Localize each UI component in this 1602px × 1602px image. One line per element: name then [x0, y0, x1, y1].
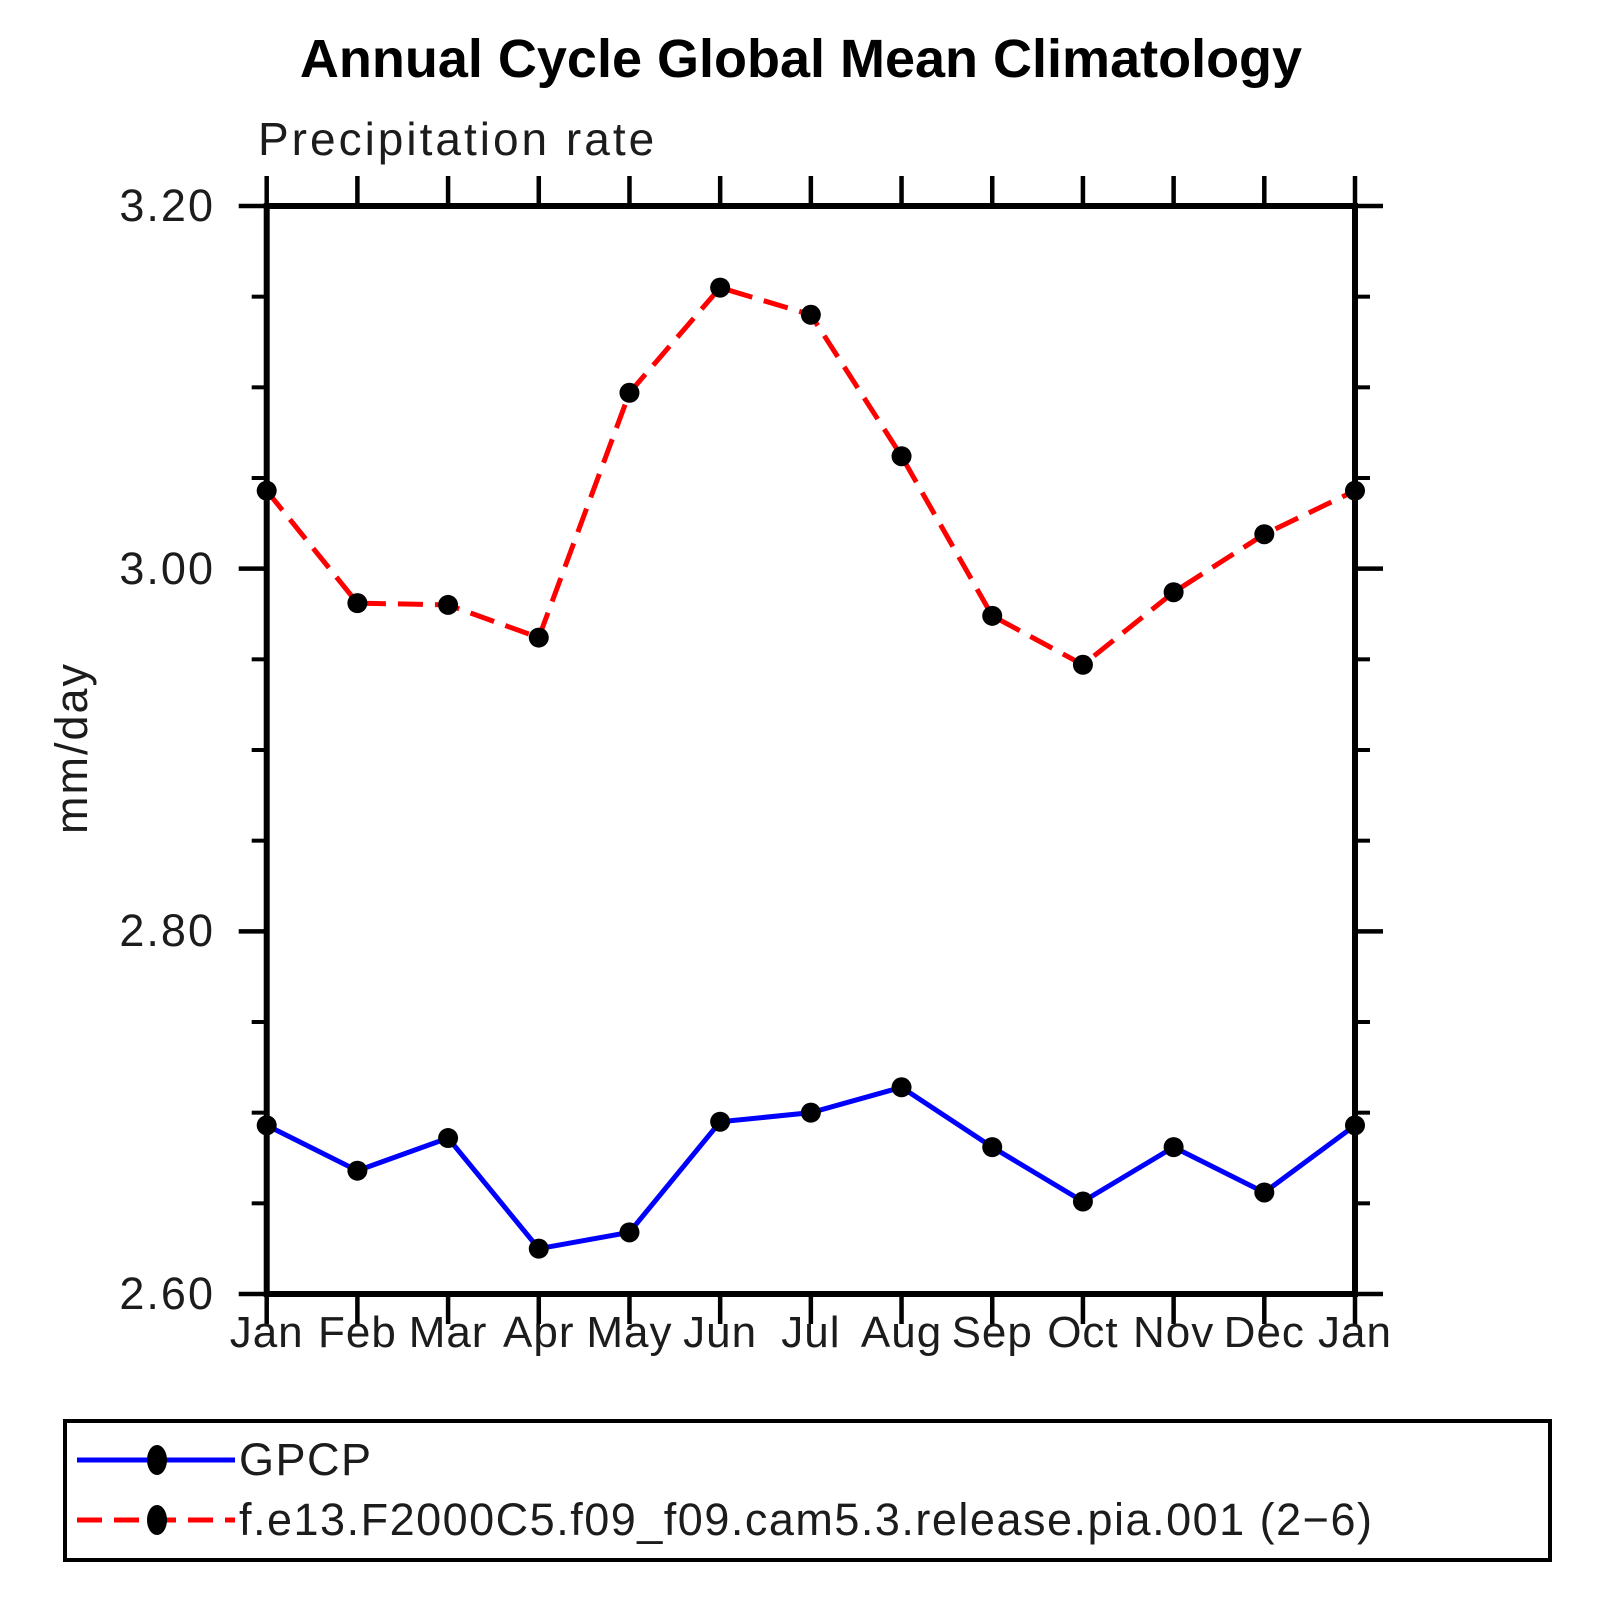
- data-point-marker: [528, 1238, 549, 1259]
- x-tick-label: Jan: [1318, 1308, 1392, 1357]
- x-tick-label: Nov: [1132, 1308, 1215, 1357]
- legend-item: GPCP: [75, 1433, 1544, 1487]
- x-tick-label: Jul: [781, 1308, 841, 1357]
- legend-marker: [147, 1445, 167, 1475]
- legend-item-label: f.e13.F2000C5.f09_f09.cam5.3.release.pia…: [239, 1494, 1374, 1545]
- data-point-marker: [1345, 1115, 1365, 1136]
- data-point-marker: [710, 1111, 731, 1132]
- data-point-marker: [1254, 1182, 1275, 1203]
- data-point-marker: [1345, 480, 1365, 501]
- x-tick-label: May: [586, 1308, 673, 1357]
- y-tick-label: 2.60: [119, 1268, 215, 1319]
- y-tick-label: 3.00: [119, 542, 215, 594]
- data-point-marker: [1072, 654, 1093, 675]
- data-point-marker: [1163, 1137, 1184, 1158]
- data-point-marker: [347, 593, 368, 614]
- data-point-marker: [982, 605, 1003, 626]
- legend-sample-line: [77, 1505, 235, 1535]
- data-point-marker: [528, 627, 549, 648]
- series-line: [264, 284, 1357, 668]
- data-point-marker: [347, 1160, 368, 1181]
- data-point-marker: [619, 1222, 640, 1243]
- x-tick-label: Jan: [229, 1308, 304, 1357]
- legend-item-label: GPCP: [239, 1434, 373, 1485]
- data-point-marker: [256, 480, 277, 501]
- x-tick-label: Feb: [317, 1308, 397, 1357]
- data-point-marker: [1254, 524, 1275, 545]
- chart-title: Annual Cycle Global Mean Climatology: [299, 29, 1303, 89]
- x-tick-label: Oct: [1047, 1308, 1119, 1357]
- x-tick-label: Apr: [503, 1308, 575, 1357]
- x-tick-label: Sep: [951, 1308, 1033, 1357]
- data-point-marker: [982, 1137, 1003, 1158]
- x-tick-label: Aug: [860, 1308, 943, 1357]
- data-point-marker: [619, 382, 640, 403]
- data-point-marker: [1072, 1191, 1093, 1212]
- legend: GPCP f.e13.F2000C5.f09_f09.cam5.3.release…: [63, 1419, 1552, 1562]
- data-point-marker: [891, 446, 912, 467]
- data-point-marker: [438, 1128, 459, 1149]
- legend-sample-line: [77, 1445, 235, 1475]
- data-point-marker: [1163, 582, 1184, 603]
- y-tick-label: 2.80: [119, 905, 215, 957]
- chart-subtitle: Precipitation rate: [258, 113, 658, 165]
- legend-item: f.e13.F2000C5.f09_f09.cam5.3.release.pia…: [75, 1493, 1544, 1547]
- data-point-marker: [256, 1115, 277, 1136]
- x-tick-label: Mar: [408, 1308, 488, 1357]
- data-point-marker: [800, 304, 821, 325]
- x-tick-label: Jun: [683, 1308, 758, 1357]
- data-point-marker: [438, 594, 459, 615]
- data-point-marker: [710, 277, 731, 298]
- x-tick-label: Dec: [1223, 1308, 1305, 1357]
- legend-marker: [147, 1505, 167, 1535]
- data-point-marker: [800, 1102, 821, 1123]
- y-tick-label: 3.20: [119, 180, 215, 231]
- data-point-marker: [891, 1077, 912, 1098]
- axis-frame: [263, 203, 1359, 1297]
